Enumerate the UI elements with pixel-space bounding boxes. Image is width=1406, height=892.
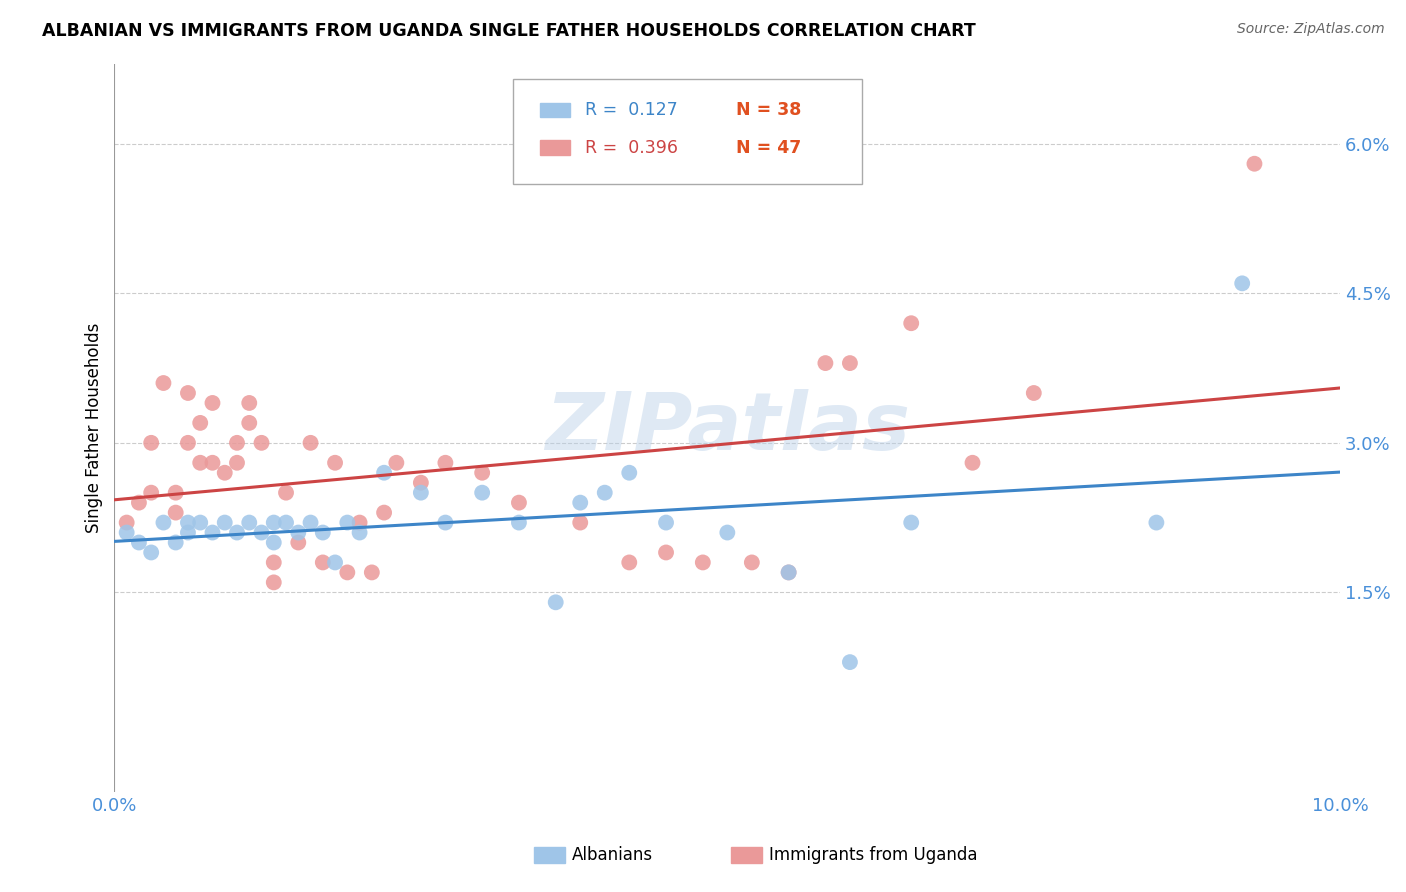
- Point: [360, 566, 382, 580]
- Point: [619, 466, 641, 480]
- Point: [838, 655, 860, 669]
- Text: R =  0.127: R = 0.127: [585, 101, 678, 119]
- Point: [226, 456, 249, 470]
- FancyBboxPatch shape: [513, 78, 862, 184]
- Text: R =  0.396: R = 0.396: [585, 139, 678, 157]
- Point: [349, 525, 371, 540]
- Point: [165, 506, 187, 520]
- Point: [569, 516, 592, 530]
- Point: [250, 525, 273, 540]
- Point: [263, 516, 285, 530]
- Point: [716, 525, 738, 540]
- Point: [336, 566, 359, 580]
- Y-axis label: Single Father Households: Single Father Households: [86, 323, 103, 533]
- Bar: [540, 103, 571, 117]
- Point: [226, 525, 249, 540]
- Point: [287, 535, 309, 549]
- Point: [177, 386, 200, 401]
- Point: [962, 456, 984, 470]
- Text: Immigrants from Uganda: Immigrants from Uganda: [769, 847, 977, 864]
- Point: [274, 485, 297, 500]
- Point: [177, 516, 200, 530]
- Point: [778, 566, 800, 580]
- Point: [619, 556, 641, 570]
- Text: Albanians: Albanians: [572, 847, 654, 864]
- Text: ALBANIAN VS IMMIGRANTS FROM UGANDA SINGLE FATHER HOUSEHOLDS CORRELATION CHART: ALBANIAN VS IMMIGRANTS FROM UGANDA SINGL…: [42, 22, 976, 40]
- Point: [152, 376, 174, 390]
- Point: [312, 556, 335, 570]
- Point: [471, 466, 494, 480]
- Point: [115, 525, 138, 540]
- Point: [544, 595, 567, 609]
- Point: [655, 545, 678, 559]
- Point: [299, 435, 322, 450]
- Point: [274, 516, 297, 530]
- Point: [778, 566, 800, 580]
- Text: N = 38: N = 38: [735, 101, 801, 119]
- Point: [165, 485, 187, 500]
- Point: [385, 456, 408, 470]
- Point: [214, 466, 236, 480]
- Point: [409, 485, 432, 500]
- Point: [188, 456, 211, 470]
- Point: [141, 435, 163, 450]
- Point: [214, 516, 236, 530]
- Point: [1022, 386, 1045, 401]
- Point: [188, 416, 211, 430]
- Point: [900, 516, 922, 530]
- Point: [336, 516, 359, 530]
- Point: [128, 535, 150, 549]
- Point: [1144, 516, 1167, 530]
- Point: [250, 435, 273, 450]
- Point: [128, 495, 150, 509]
- Point: [508, 516, 530, 530]
- Point: [152, 516, 174, 530]
- Point: [188, 516, 211, 530]
- Point: [1243, 157, 1265, 171]
- Point: [323, 556, 346, 570]
- Point: [814, 356, 837, 370]
- Point: [692, 556, 714, 570]
- Point: [177, 435, 200, 450]
- Point: [655, 516, 678, 530]
- Point: [263, 535, 285, 549]
- Point: [299, 516, 322, 530]
- Point: [900, 316, 922, 330]
- Text: N = 47: N = 47: [735, 139, 801, 157]
- Point: [263, 575, 285, 590]
- Point: [238, 416, 260, 430]
- Point: [471, 485, 494, 500]
- Point: [238, 396, 260, 410]
- Point: [165, 535, 187, 549]
- Point: [238, 516, 260, 530]
- Text: Source: ZipAtlas.com: Source: ZipAtlas.com: [1237, 22, 1385, 37]
- Bar: [540, 140, 571, 155]
- Point: [373, 506, 395, 520]
- Point: [312, 525, 335, 540]
- Point: [409, 475, 432, 490]
- Point: [508, 495, 530, 509]
- Point: [263, 556, 285, 570]
- Point: [141, 485, 163, 500]
- Point: [177, 525, 200, 540]
- Point: [741, 556, 763, 570]
- Point: [201, 396, 224, 410]
- Text: ZIPatlas: ZIPatlas: [546, 389, 910, 467]
- Point: [323, 456, 346, 470]
- Point: [115, 516, 138, 530]
- Point: [287, 525, 309, 540]
- Point: [434, 516, 457, 530]
- Point: [201, 456, 224, 470]
- Point: [141, 545, 163, 559]
- Point: [593, 485, 616, 500]
- Point: [434, 456, 457, 470]
- Point: [1230, 277, 1253, 291]
- Point: [201, 525, 224, 540]
- Point: [569, 495, 592, 509]
- Point: [838, 356, 860, 370]
- Point: [349, 516, 371, 530]
- Point: [373, 466, 395, 480]
- Point: [226, 435, 249, 450]
